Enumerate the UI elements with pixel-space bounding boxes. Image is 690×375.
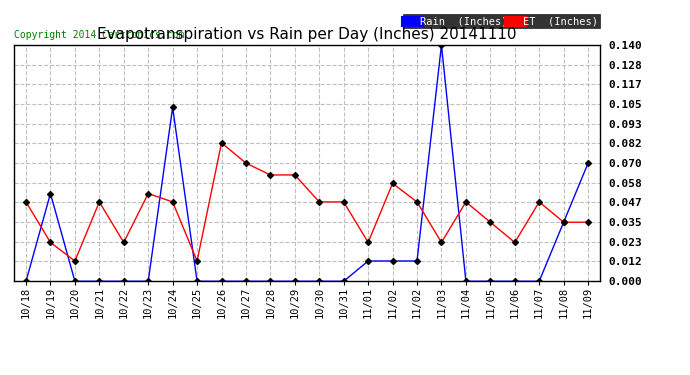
Legend: Rain  (Inches), ET  (Inches): Rain (Inches), ET (Inches) (404, 14, 600, 28)
Title: Evapotranspiration vs Rain per Day (Inches) 20141110: Evapotranspiration vs Rain per Day (Inch… (97, 27, 517, 42)
Text: Copyright 2014 Cartronics.com: Copyright 2014 Cartronics.com (14, 30, 184, 40)
